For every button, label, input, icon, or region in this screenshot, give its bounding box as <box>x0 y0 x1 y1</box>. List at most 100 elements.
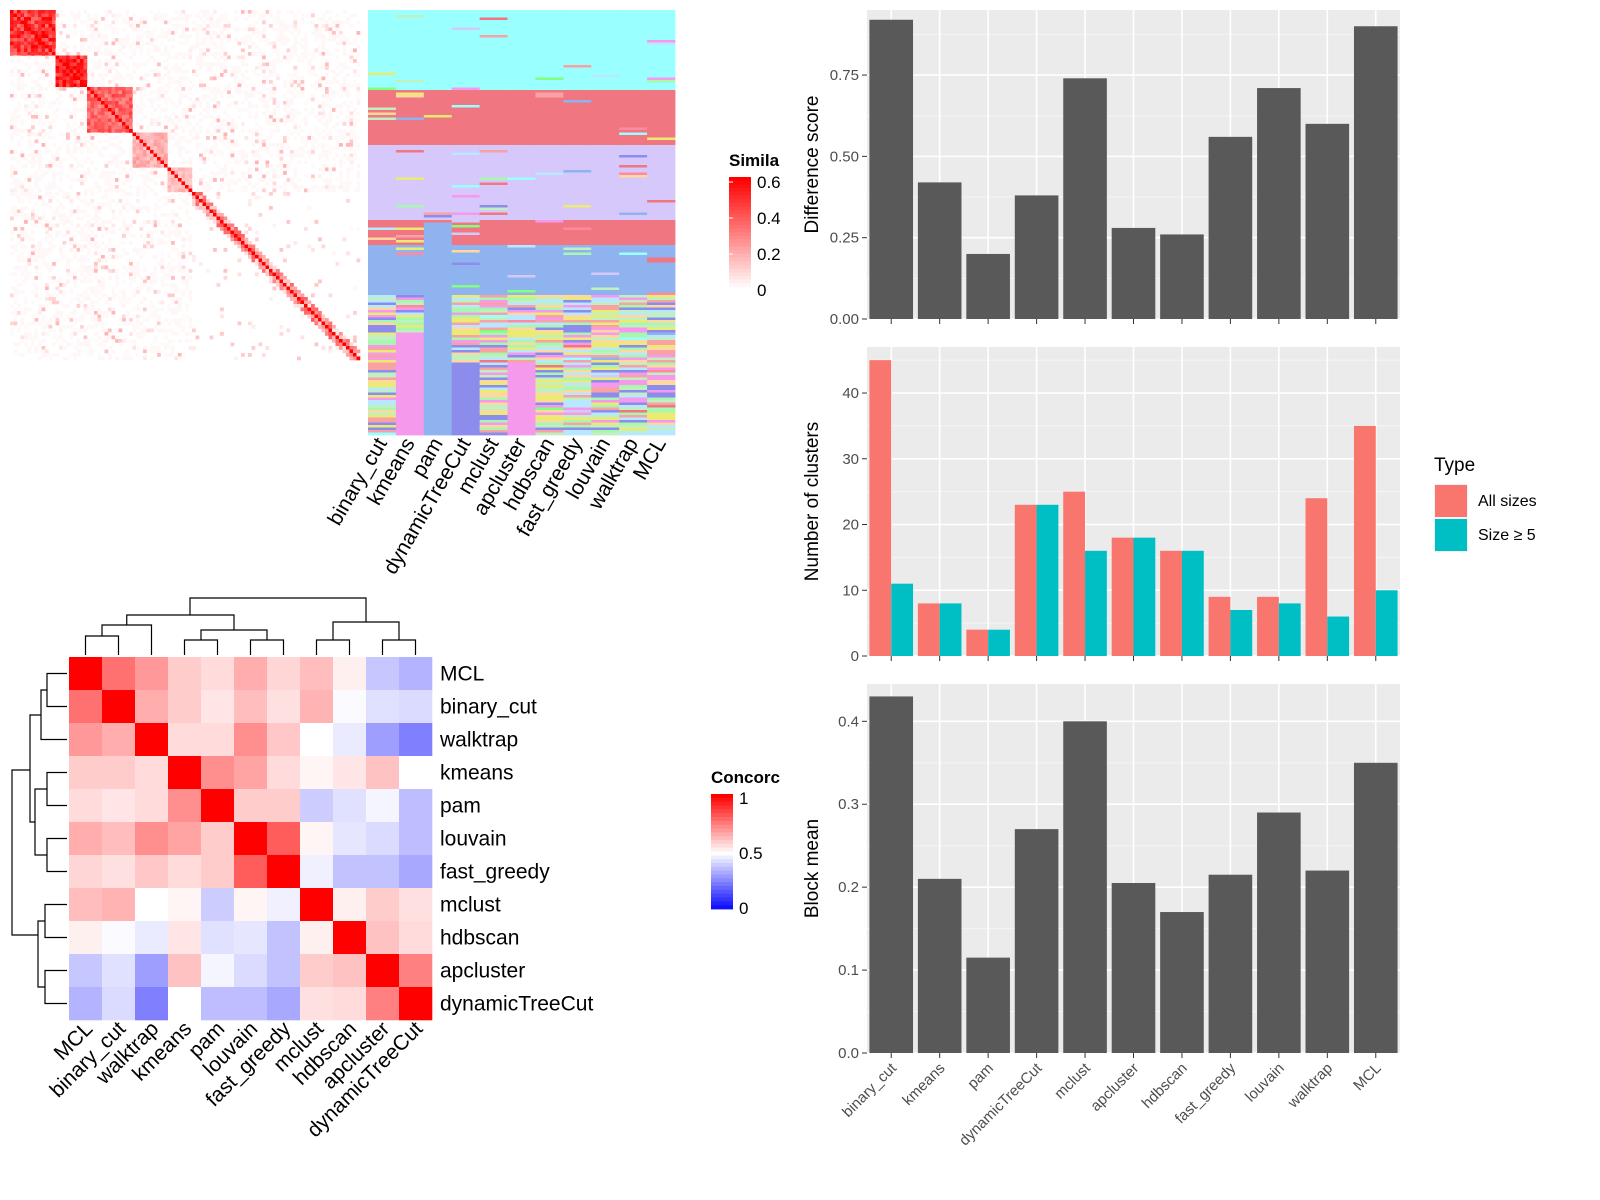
similarity-cell <box>153 202 158 207</box>
similarity-cell <box>153 206 158 210</box>
similarity-cell <box>251 346 256 350</box>
assignment-cell <box>368 210 397 213</box>
similarity-cell <box>87 27 91 32</box>
similarity-cell <box>188 108 193 112</box>
similarity-cell <box>220 136 224 140</box>
similarity-cell <box>153 108 158 112</box>
similarity-cell <box>181 269 186 273</box>
similarity-cell <box>335 55 340 60</box>
similarity-cell <box>20 13 25 18</box>
similarity-cell <box>34 248 39 252</box>
similarity-cell <box>41 101 46 105</box>
assignment-cell <box>423 360 453 363</box>
similarity-cell <box>321 136 326 140</box>
assignment-cell <box>479 127 508 131</box>
similarity-cell <box>234 69 238 74</box>
similarity-cell <box>31 125 35 130</box>
similarity-cell <box>199 104 203 109</box>
assignment-cell <box>368 15 397 18</box>
similarity-cell <box>185 237 189 242</box>
assignment-cell <box>479 227 508 231</box>
similarity-cell <box>108 83 112 88</box>
similarity-cell <box>346 174 350 179</box>
similarity-cell <box>283 104 287 109</box>
similarity-cell <box>24 342 28 347</box>
assignment-cell <box>451 130 481 133</box>
similarity-cell <box>125 118 130 123</box>
similarity-cell <box>73 108 77 112</box>
similarity-cell <box>31 230 35 235</box>
similarity-cell <box>325 325 329 329</box>
similarity-cell <box>181 129 186 133</box>
similarity-cell <box>160 20 165 25</box>
similarity-cell <box>293 108 298 112</box>
similarity-cell <box>150 164 154 168</box>
assignment-cell <box>507 205 536 208</box>
similarity-cell <box>122 132 126 137</box>
assignment-cell <box>507 167 536 171</box>
similarity-cell <box>139 97 144 102</box>
similarity-cell <box>153 73 158 77</box>
similarity-cell <box>356 146 361 151</box>
similarity-cell <box>195 101 200 105</box>
similarity-cell <box>101 83 105 88</box>
similarity-cell <box>353 349 357 354</box>
similarity-cell <box>227 223 231 228</box>
similarity-cell <box>248 167 252 172</box>
similarity-cell <box>188 293 193 298</box>
assignment-cell <box>395 37 425 41</box>
similarity-cell <box>356 136 361 140</box>
assignment-cell <box>479 15 508 18</box>
similarity-cell <box>230 118 235 123</box>
similarity-cell <box>153 13 158 18</box>
similarity-cell <box>174 55 179 60</box>
similarity-cell <box>136 290 140 294</box>
similarity-cell <box>146 185 151 189</box>
similarity-cell <box>241 244 245 249</box>
similarity-cell <box>66 262 70 266</box>
similarity-cell <box>220 31 224 35</box>
similarity-cell <box>167 55 172 60</box>
similarity-cell <box>87 34 91 39</box>
assignment-cell <box>451 147 481 151</box>
similarity-cell <box>52 300 56 305</box>
similarity-cell <box>66 45 70 49</box>
similarity-cell <box>230 171 235 175</box>
similarity-cell <box>41 171 46 175</box>
similarity-cell <box>41 353 46 357</box>
similarity-cell <box>20 216 25 221</box>
similarity-cell <box>227 122 231 126</box>
similarity-cell <box>339 335 343 340</box>
similarity-cell <box>104 314 109 319</box>
similarity-cell <box>321 41 326 46</box>
similarity-cell <box>157 300 161 305</box>
similarity-cell <box>234 139 238 144</box>
assignment-cell <box>423 310 453 313</box>
similarity-cell <box>209 146 214 151</box>
similarity-cell <box>118 118 123 123</box>
similarity-cell <box>283 276 287 280</box>
similarity-cell <box>20 10 25 14</box>
assignment-cell <box>479 135 508 138</box>
similarity-cell <box>276 108 280 112</box>
similarity-cell <box>325 185 329 189</box>
similarity-cell <box>27 321 32 326</box>
similarity-cell <box>227 90 231 95</box>
assignment-cell <box>423 257 453 261</box>
assignment-cell <box>423 345 453 348</box>
similarity-cell <box>59 24 63 28</box>
similarity-cell <box>41 307 46 312</box>
similarity-cell <box>139 136 144 140</box>
similarity-cell <box>220 167 224 172</box>
similarity-cell <box>118 188 123 193</box>
similarity-cell <box>297 10 301 14</box>
similarity-cell <box>139 48 144 53</box>
similarity-cell <box>286 90 291 95</box>
similarity-cell <box>101 339 105 343</box>
similarity-cell <box>73 241 77 245</box>
similarity-cell <box>38 66 42 70</box>
similarity-cell <box>304 13 308 18</box>
similarity-cell <box>339 339 343 343</box>
similarity-cell <box>209 122 214 126</box>
similarity-cell <box>143 241 147 245</box>
